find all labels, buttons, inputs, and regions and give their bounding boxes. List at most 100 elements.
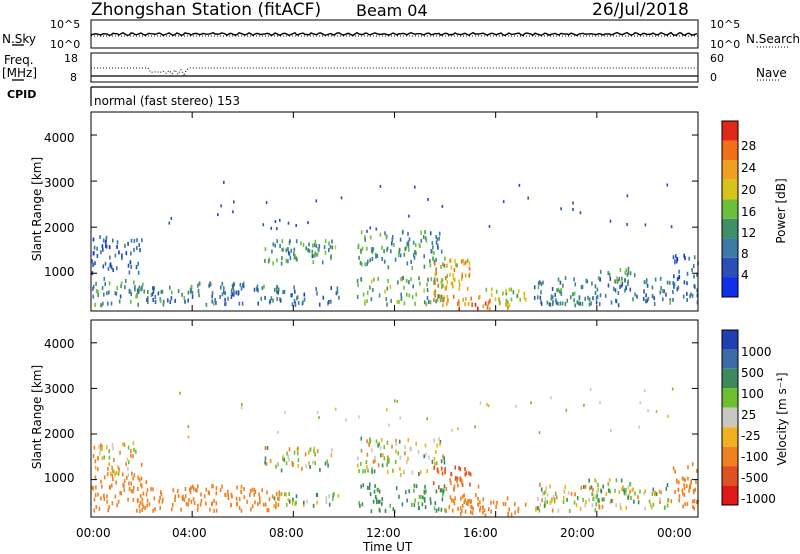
power-echo-cell: [322, 295, 325, 300]
power-echo-cell: [426, 296, 429, 300]
velocity-echo-cell: [694, 487, 697, 492]
power-echo-cell: [676, 277, 679, 282]
velocity-echo-cell: [584, 484, 587, 489]
velocity-echo-cell: [683, 493, 686, 497]
power-echo-cell: [364, 235, 366, 240]
velocity-echo-cell: [508, 507, 510, 512]
power-echo-cell: [558, 289, 561, 294]
power-echo-cell: [233, 282, 236, 287]
velocity-echo-cell: [592, 487, 594, 492]
velocity-echo-cell: [421, 502, 424, 507]
velocity-echo-cell: [128, 481, 130, 486]
power-echo-cell: [371, 250, 374, 255]
power-echo-cell: [359, 261, 362, 265]
velocity-echo-cell: [123, 442, 126, 447]
power-echo-cell: [169, 300, 172, 305]
velocity-echo-cell: [132, 441, 135, 446]
velocity-echo-cell: [111, 501, 114, 506]
velocity-scatter-cell: [643, 389, 646, 393]
power-scatter-cell: [379, 184, 382, 188]
power-echo-cell: [274, 287, 276, 292]
velocity-echo-cell: [133, 473, 136, 478]
velocity-echo-cell: [161, 497, 164, 502]
nave-label: Nave: [756, 66, 787, 80]
power-echo-cell: [289, 256, 292, 261]
velocity-echo-cell: [316, 500, 318, 505]
velocity-echo-cell: [441, 471, 444, 476]
velocity-echo-cell: [564, 485, 566, 489]
velocity-echo-cell: [595, 479, 598, 484]
velocity-echo-cell: [277, 503, 280, 507]
velocity-echo-cell: [549, 500, 552, 505]
power-echo-cell: [137, 302, 139, 307]
power-echo-cell: [197, 289, 200, 293]
power-echo-cell: [615, 277, 618, 281]
velocity-echo-cell: [360, 448, 363, 453]
velocity-echo-cell: [251, 504, 254, 509]
power-echo-cell: [457, 299, 460, 304]
power-scatter-cell: [408, 214, 410, 218]
velocity-echo-cell: [112, 477, 114, 482]
velocity-echo-cell: [660, 490, 662, 495]
power-echo-cell: [619, 268, 622, 272]
power-echo-cell: [133, 247, 135, 252]
power-echo-cell: [135, 265, 138, 270]
velocity-scatter-cell: [486, 403, 488, 406]
power-echo-cell: [338, 295, 340, 300]
power-echo-cell: [625, 268, 628, 273]
velocity-echo-cell: [362, 483, 365, 488]
velocity-echo-cell: [209, 507, 211, 512]
velocity-echo-cell: [185, 502, 188, 506]
nave-line: [91, 67, 697, 76]
power-scatter-cell: [307, 221, 309, 225]
power-echo-cell: [578, 296, 581, 301]
power-echo-cell: [410, 260, 412, 264]
velocity-cbar-tick: -100: [741, 450, 769, 464]
power-echo-cell: [403, 285, 405, 290]
power-echo-cell: [391, 237, 394, 242]
power-echo-cell: [399, 277, 402, 282]
power-echo-cell: [152, 289, 155, 294]
velocity-echo-cell: [288, 457, 290, 462]
power-echo-cell: [437, 294, 439, 299]
velocity-echo-cell: [415, 484, 418, 489]
power-echo-cell: [674, 259, 676, 264]
velocity-echo-cell: [482, 497, 485, 502]
velocity-echo-cell: [451, 508, 454, 513]
power-echo-cell: [334, 245, 337, 250]
power-echo-cell: [116, 244, 118, 249]
velocity-echo-cell: [633, 499, 635, 504]
velocity-echo-cell: [681, 488, 684, 493]
power-echo-cell: [510, 297, 513, 302]
power-echo-cell: [414, 301, 416, 306]
velocity-echo-cell: [212, 484, 214, 489]
power-echo-cell: [403, 301, 406, 306]
velocity-echo-cell: [303, 500, 305, 505]
velocity-echo-cell: [227, 496, 230, 500]
power-echo-cell: [384, 289, 386, 294]
velocity-echo-cell: [361, 502, 364, 507]
velocity-echo-cell: [250, 507, 252, 512]
power-echo-cell: [287, 250, 290, 255]
power-echo-cell: [516, 294, 519, 299]
velocity-echo-cell: [514, 510, 516, 515]
power-echo-cell: [356, 295, 359, 299]
power-echo-cell: [647, 296, 650, 301]
velocity-echo-cell: [404, 451, 406, 456]
power-echo-cell: [418, 276, 420, 281]
velocity-echo-cell: [674, 469, 676, 474]
velocity-echo-cell: [103, 475, 106, 480]
power-echo-cell: [460, 259, 463, 264]
velocity-echo-cell: [160, 492, 163, 497]
power-echo-cell: [636, 294, 638, 299]
power-echo-cell: [146, 297, 148, 302]
velocity-echo-cell: [122, 442, 124, 447]
velocity-echo-cell: [620, 506, 622, 511]
power-echo-cell: [277, 287, 280, 292]
power-echo-cell: [689, 294, 691, 299]
velocity-echo-cell: [268, 497, 271, 502]
velocity-echo-cell: [652, 487, 655, 492]
sky-noise-line: [90, 31, 698, 37]
power-echo-cell: [290, 293, 292, 298]
power-echo-cell: [438, 236, 440, 241]
